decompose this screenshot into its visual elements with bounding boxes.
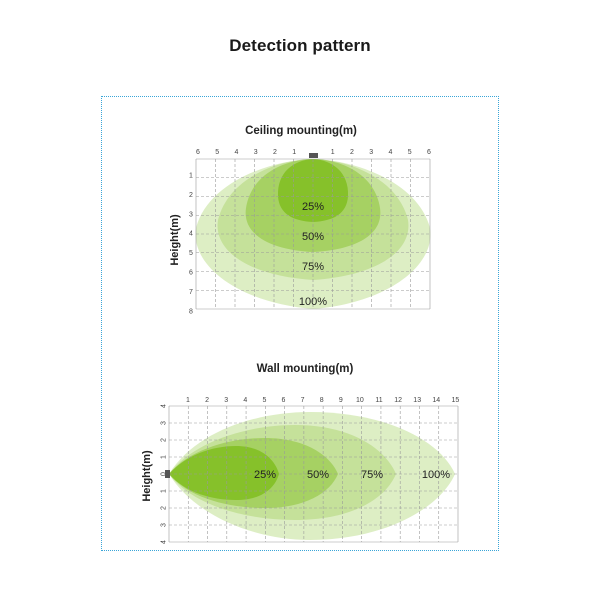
wall-zone-25 bbox=[169, 446, 279, 500]
wall-x-tick: 13 bbox=[413, 397, 421, 404]
wall-x-tick: 6 bbox=[282, 397, 286, 404]
wall-y-tick: 1 bbox=[161, 455, 168, 459]
wall-ylabel: Height(m) bbox=[141, 450, 153, 502]
wall-x-tick: 8 bbox=[320, 397, 324, 404]
wall-x-tick: 4 bbox=[243, 397, 247, 404]
ceiling-x-tick: 6 bbox=[196, 149, 200, 156]
wall-y-tick: 2 bbox=[161, 506, 168, 510]
wall-x-tick: 1 bbox=[186, 397, 190, 404]
ceiling-x-tick: 2 bbox=[350, 149, 354, 156]
ceiling-x-tick: 6 bbox=[427, 149, 431, 156]
ceiling-x-tick: 1 bbox=[292, 149, 296, 156]
ceiling-label-50: 50% bbox=[302, 231, 324, 243]
ceiling-grid bbox=[195, 158, 431, 310]
wall-y-tick: 1 bbox=[161, 489, 168, 493]
wall-label-50: 50% bbox=[307, 469, 329, 481]
ceiling-title: Ceiling mounting(m) bbox=[245, 125, 357, 137]
page-title: Detection pattern bbox=[229, 36, 371, 55]
ceiling-y-tick: 6 bbox=[189, 270, 193, 277]
ceiling-x-tick: 3 bbox=[369, 149, 373, 156]
wall-grid bbox=[168, 405, 459, 543]
ceiling-sensor-icon bbox=[309, 153, 318, 158]
wall-label-25: 25% bbox=[254, 469, 276, 481]
wall-y-tick: 0 bbox=[161, 472, 168, 476]
ceiling-x-tick: 5 bbox=[215, 149, 219, 156]
ceiling-diagram: Ceiling mounting(m) Height(m) 6 5 4 3 2 1 1 2 3 4… bbox=[169, 125, 431, 315]
wall-x-tick: 7 bbox=[301, 397, 305, 404]
ceiling-x-tick: 4 bbox=[389, 149, 393, 156]
ceiling-label-100: 100% bbox=[299, 296, 327, 308]
wall-x-tick: 5 bbox=[262, 397, 266, 404]
ceiling-y-tick: 3 bbox=[189, 211, 193, 218]
ceiling-y-tick: 2 bbox=[189, 192, 193, 199]
wall-y-tick: 3 bbox=[161, 421, 168, 425]
wall-x-tick: 9 bbox=[339, 397, 343, 404]
ceiling-y-tick: 4 bbox=[189, 231, 193, 238]
wall-x-axis: 1 2 3 4 5 6 7 8 9 10 11 12 13 14 15 bbox=[186, 397, 459, 404]
ceiling-y-tick: 5 bbox=[189, 250, 193, 257]
wall-title: Wall mounting(m) bbox=[257, 363, 354, 375]
wall-label-75: 75% bbox=[361, 469, 383, 481]
ceiling-x-axis: 6 5 4 3 2 1 1 2 3 4 5 6 bbox=[196, 149, 431, 156]
wall-label-100: 100% bbox=[422, 469, 450, 481]
ceiling-y-axis: 1 2 3 4 5 6 7 8 bbox=[189, 173, 193, 316]
diagram-frame bbox=[101, 96, 499, 551]
ceiling-y-tick: 1 bbox=[189, 173, 193, 180]
ceiling-y-tick: 7 bbox=[189, 289, 193, 296]
wall-x-tick: 3 bbox=[224, 397, 228, 404]
wall-diagram: Wall mounting(m) Height(m) 1 2 3 4 5 6 7 8 9 10 11… bbox=[141, 363, 459, 544]
ceiling-x-tick: 4 bbox=[235, 149, 239, 156]
wall-x-tick: 14 bbox=[432, 397, 440, 404]
wall-y-axis: 4 3 2 1 0 1 2 3 4 bbox=[161, 404, 168, 544]
wall-x-tick: 2 bbox=[205, 397, 209, 404]
wall-y-tick: 4 bbox=[161, 404, 168, 408]
ceiling-x-tick: 2 bbox=[273, 149, 277, 156]
wall-x-tick: 10 bbox=[356, 397, 364, 404]
wall-x-tick: 12 bbox=[394, 397, 402, 404]
ceiling-ylabel: Height(m) bbox=[169, 214, 181, 266]
wall-y-tick: 3 bbox=[161, 523, 168, 527]
ceiling-x-tick: 3 bbox=[254, 149, 258, 156]
ceiling-x-tick: 5 bbox=[408, 149, 412, 156]
ceiling-label-75: 75% bbox=[302, 261, 324, 273]
ceiling-y-tick: 8 bbox=[189, 308, 193, 315]
wall-x-tick: 11 bbox=[375, 397, 382, 404]
ceiling-label-25: 25% bbox=[302, 201, 324, 213]
wall-y-tick: 4 bbox=[161, 540, 168, 544]
ceiling-x-tick: 1 bbox=[331, 149, 335, 156]
wall-sensor-icon bbox=[165, 470, 170, 478]
wall-y-tick: 2 bbox=[161, 438, 168, 442]
wall-x-tick: 15 bbox=[452, 397, 460, 404]
